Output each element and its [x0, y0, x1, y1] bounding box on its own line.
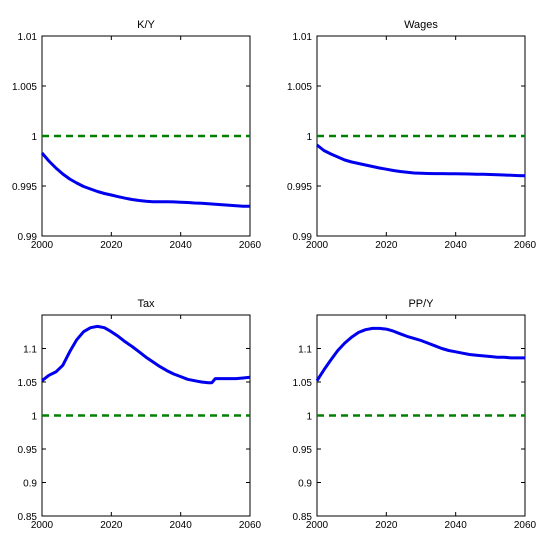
y-tick-label: 1 [31, 132, 37, 143]
panel-k-y: K/Y 2000 2020 2040 2060 0.99 0.995 1 1.005 1.01 [12, 19, 262, 251]
y-tick-label: 1 [306, 132, 312, 143]
panel-tax: Tax 2000 2020 2040 2060 0.85 0.9 0.95 1 1.05 1.1 [18, 298, 262, 531]
y-tick-label: 0.85 [293, 512, 313, 523]
panel-title-wages: Wages [404, 19, 438, 31]
y-tick-label: 1.01 [293, 32, 313, 43]
y-tick-label: 1.05 [293, 378, 313, 389]
panel-title-k-y: K/Y [137, 19, 155, 31]
x-tick-label: 2020 [375, 520, 398, 531]
y-tick-label: 1.005 [287, 82, 312, 93]
series-line-wages [316, 143, 526, 178]
y-tick-label: 0.99 [293, 232, 313, 243]
y-tick-label: 1.1 [298, 345, 312, 356]
y-tick-label: 0.9 [298, 479, 312, 490]
x-tick-label: 2000 [306, 520, 329, 531]
panel-wages: Wages 2000 2020 2040 2060 0.99 0.995 1 1.005 1.01 [287, 19, 537, 251]
y-tick-label: 0.9 [23, 479, 37, 490]
plot-area-pp-y [316, 314, 526, 517]
y-tick-label: 0.995 [287, 182, 312, 193]
x-tick-label: 2060 [514, 520, 537, 531]
x-tick-label: 2020 [100, 240, 123, 251]
y-tick-label: 0.95 [18, 445, 38, 456]
y-tick-label: 1.005 [12, 82, 37, 93]
y-tick-label: 0.85 [18, 512, 38, 523]
x-tick-label: 2060 [239, 240, 262, 251]
y-tick-label: 1.1 [23, 345, 37, 356]
x-tick-label: 2000 [31, 240, 54, 251]
x-tick-label: 2020 [375, 240, 398, 251]
series-line-pp-y [315, 326, 525, 382]
x-tick-label: 2040 [170, 520, 193, 531]
series-line-tax [41, 324, 251, 385]
plot-area-wages [316, 35, 526, 237]
panel-pp-y: PP/Y 2000 2020 2040 2060 0.85 0.9 0.95 1 1.05 1.1 [293, 298, 537, 531]
x-tick-label: 2000 [31, 520, 54, 531]
x-tick-label: 2060 [239, 520, 262, 531]
y-tick-label: 0.95 [293, 445, 313, 456]
x-tick-label: 2040 [170, 240, 193, 251]
y-tick-label: 0.99 [18, 232, 38, 243]
panel-title-pp-y: PP/Y [408, 298, 434, 310]
x-tick-label: 2040 [445, 240, 468, 251]
panel-title-tax: Tax [137, 298, 155, 310]
x-tick-label: 2020 [100, 520, 123, 531]
y-tick-label: 1.05 [18, 378, 38, 389]
y-tick-label: 1 [31, 412, 37, 423]
y-tick-label: 1 [306, 412, 312, 423]
x-tick-label: 2000 [306, 240, 329, 251]
x-tick-label: 2060 [514, 240, 537, 251]
y-tick-label: 1.01 [18, 32, 38, 43]
series-line-k-y [40, 152, 250, 208]
x-tick-label: 2040 [445, 520, 468, 531]
y-tick-label: 0.995 [12, 182, 37, 193]
